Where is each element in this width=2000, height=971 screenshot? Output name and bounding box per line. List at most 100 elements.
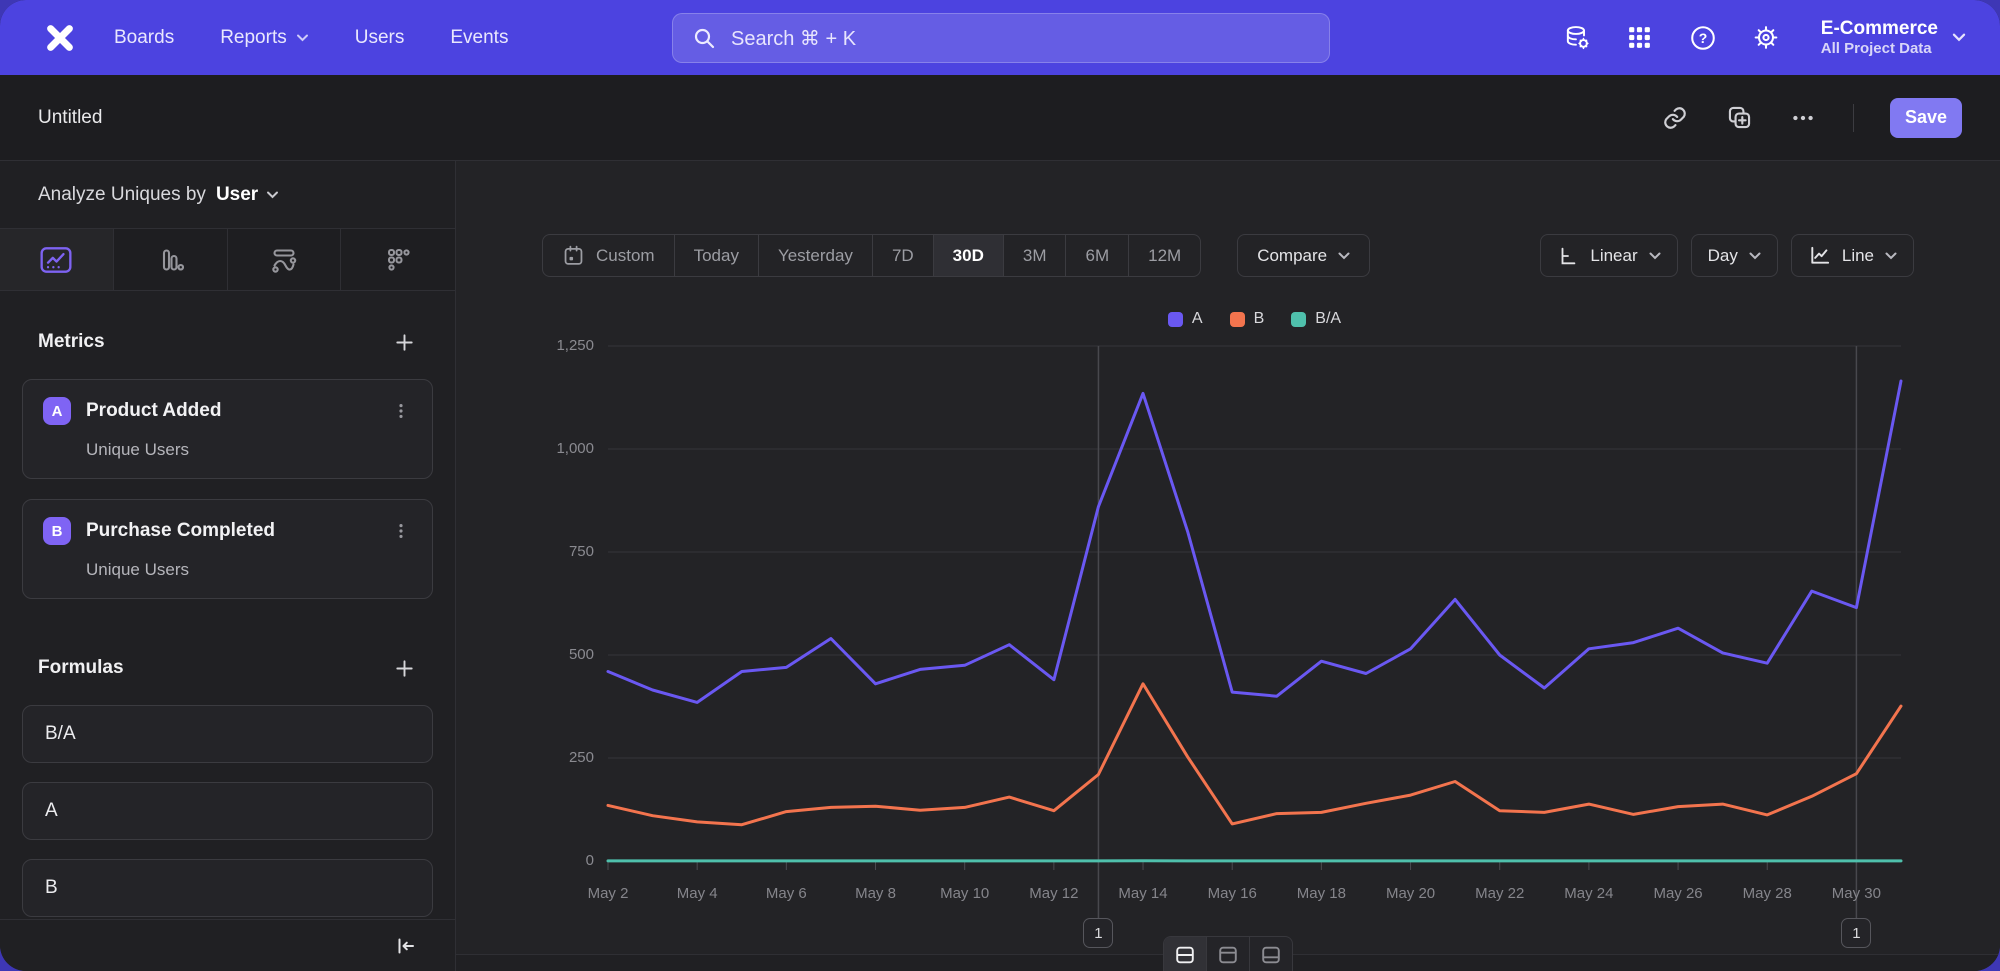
chart-type-label: Line xyxy=(1841,245,1874,265)
formula-list: B/A A B xyxy=(22,705,433,917)
date-range-custom[interactable]: Custom xyxy=(543,235,675,276)
legend-label: A xyxy=(1191,310,1203,327)
legend-item-b-a[interactable]: B/A xyxy=(1291,310,1341,328)
chart-panel: Custom Today Yesterday 7D 30D 3M 6M 12M Compare… xyxy=(456,161,2000,971)
help-icon[interactable]: ? xyxy=(1689,24,1717,52)
compare-label: Compare xyxy=(1257,245,1328,265)
formulas-section-header: Formulas xyxy=(38,655,417,681)
series-line-a xyxy=(606,379,1903,704)
chart-type-select[interactable]: Line xyxy=(1790,234,1914,277)
link-icon[interactable] xyxy=(1661,104,1689,132)
tab-retention[interactable] xyxy=(341,229,455,290)
formula-label: B/A xyxy=(45,723,76,744)
bottom-panel-tab[interactable] xyxy=(1250,937,1292,971)
interval-label: Day xyxy=(1707,245,1738,265)
date-range-7d[interactable]: 7D xyxy=(873,235,934,276)
nav-item-boards[interactable]: Boards xyxy=(114,27,174,49)
add-metric-button[interactable] xyxy=(391,329,417,355)
x-axis-label: May 22 xyxy=(1475,885,1525,902)
metric-subtitle[interactable]: Unique Users xyxy=(86,440,189,459)
project-switcher[interactable]: E-Commerce All Project Data xyxy=(1821,18,1966,58)
top-panel-tab[interactable] xyxy=(1207,937,1250,971)
chevron-down-icon xyxy=(1885,252,1897,259)
kebab-menu-icon[interactable] xyxy=(390,399,412,423)
nav-right-group: ? E-Commerce All Project Data xyxy=(1563,18,1966,58)
linear-axis-icon xyxy=(1561,247,1576,264)
date-range-6m[interactable]: 6M xyxy=(1066,235,1130,276)
metric-badge: A xyxy=(43,397,71,425)
kebab-menu-icon[interactable] xyxy=(390,519,412,543)
chart-legend: A B B/A xyxy=(608,310,1901,328)
metric-card-top: B Purchase Completed xyxy=(43,517,412,545)
save-button[interactable]: Save xyxy=(1890,97,1962,138)
search-icon xyxy=(692,26,716,50)
data-gear-icon[interactable] xyxy=(1563,24,1591,52)
formula-label: B xyxy=(45,877,58,898)
add-formula-button[interactable] xyxy=(391,655,417,681)
nav-item-users[interactable]: Users xyxy=(355,27,405,49)
analyze-value: User xyxy=(215,183,259,205)
annotation-badge[interactable]: 1 xyxy=(1841,918,1872,948)
date-range-30d[interactable]: 30D xyxy=(933,235,1004,276)
compare-button[interactable]: Compare xyxy=(1237,234,1371,277)
date-range-label: 3M xyxy=(1022,245,1047,265)
search-placeholder: Search ⌘ + K xyxy=(731,27,857,50)
date-range-label: 7D xyxy=(891,245,914,265)
bottom-panel-icon xyxy=(1262,946,1280,964)
nav-item-label: Users xyxy=(354,26,405,48)
metric-card-top: A Product Added xyxy=(43,397,412,425)
analyze-by-control[interactable]: Analyze Uniques by User xyxy=(0,161,455,228)
formula-card[interactable]: A xyxy=(22,782,433,840)
x-axis-label: May 26 xyxy=(1653,885,1703,902)
apps-grid-icon[interactable] xyxy=(1626,24,1654,52)
y-axis-label: 1,000 xyxy=(556,440,594,457)
y-axis-label: 250 xyxy=(568,749,594,766)
tab-funnels[interactable] xyxy=(114,229,228,290)
mixpanel-logo-icon[interactable] xyxy=(34,16,86,60)
date-range-12m[interactable]: 12M xyxy=(1129,235,1200,276)
date-range-yesterday[interactable]: Yesterday xyxy=(759,235,873,276)
report-actions: Save xyxy=(1661,97,1962,138)
metric-name: Product Added xyxy=(86,400,222,421)
metric-list: A Product Added Unique Users B Purchase Comp… xyxy=(22,379,433,599)
date-range-label: 30D xyxy=(952,245,984,265)
tab-insights[interactable] xyxy=(0,229,114,290)
line-chart[interactable] xyxy=(606,345,1903,918)
date-range-segmented-control: Custom Today Yesterday 7D 30D 3M 6M 12M xyxy=(542,234,1202,277)
x-axis-label: May 6 xyxy=(765,885,807,902)
x-axis-label: May 30 xyxy=(1831,885,1882,902)
series-line-b xyxy=(606,682,1903,827)
legend-item-b[interactable]: B xyxy=(1229,310,1264,328)
x-axis-label: May 14 xyxy=(1118,885,1168,902)
chart-controls: Custom Today Yesterday 7D 30D 3M 6M 12M Compare… xyxy=(456,234,2000,277)
scale-select[interactable]: Linear xyxy=(1540,234,1678,277)
chevron-down-icon xyxy=(296,34,308,41)
legend-item-a[interactable]: A xyxy=(1167,310,1203,328)
x-axis-label: May 4 xyxy=(676,885,718,902)
collapse-sidebar-icon[interactable] xyxy=(393,933,419,959)
metric-name: Purchase Completed xyxy=(86,520,275,541)
x-axis-label: May 12 xyxy=(1029,885,1079,902)
duplicate-icon[interactable] xyxy=(1725,104,1753,132)
sidebar-footer xyxy=(0,919,455,971)
y-axis-label: 500 xyxy=(568,646,594,663)
formula-card[interactable]: B xyxy=(22,859,433,917)
ellipsis-icon[interactable] xyxy=(1789,104,1817,132)
gear-icon[interactable] xyxy=(1752,24,1780,52)
metric-card-a[interactable]: A Product Added Unique Users xyxy=(22,379,433,479)
tab-flows[interactable] xyxy=(228,229,342,290)
project-subtitle: All Project Data xyxy=(1820,39,1932,57)
interval-select[interactable]: Day xyxy=(1690,234,1778,277)
date-range-3m[interactable]: 3M xyxy=(1004,235,1067,276)
metric-card-b[interactable]: B Purchase Completed Unique Users xyxy=(22,499,433,599)
date-range-today[interactable]: Today xyxy=(675,235,759,276)
nav-item-events[interactable]: Events xyxy=(450,27,508,49)
search-input[interactable]: Search ⌘ + K xyxy=(672,13,1330,63)
report-title[interactable]: Untitled xyxy=(38,106,103,128)
split-view-tab[interactable] xyxy=(1164,937,1207,971)
annotation-badge[interactable]: 1 xyxy=(1083,918,1114,948)
formula-card[interactable]: B/A xyxy=(22,705,433,763)
nav-item-label: Reports xyxy=(220,26,287,48)
metric-subtitle[interactable]: Unique Users xyxy=(86,560,189,579)
nav-item-reports[interactable]: Reports xyxy=(220,27,309,49)
